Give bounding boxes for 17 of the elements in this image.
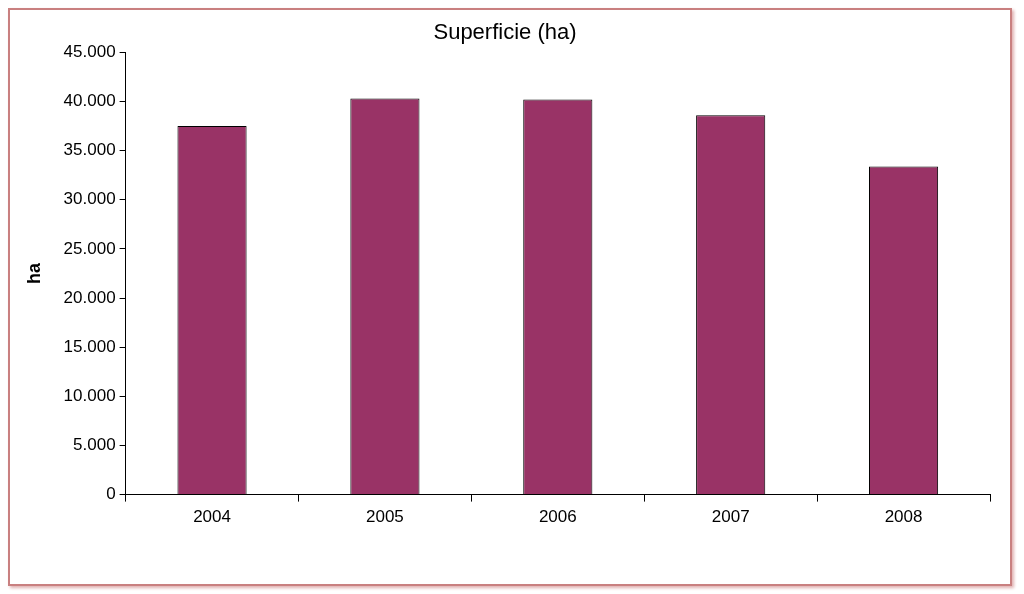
- y-tick-label: 15.000: [63, 336, 116, 356]
- x-tick-label: 2005: [366, 507, 404, 527]
- y-tick-label: 0: [106, 484, 116, 504]
- y-tick-label: 45.000: [63, 42, 116, 62]
- x-tick-label: 2008: [884, 507, 923, 527]
- y-tick-label: 10.000: [63, 386, 116, 406]
- y-tick-label: 25.000: [63, 238, 116, 258]
- y-tick-label: 40.000: [63, 91, 116, 111]
- x-tick-label: 2006: [538, 507, 577, 527]
- x-tick-label: 2007: [711, 507, 750, 527]
- y-tick-label: 30.000: [63, 189, 116, 209]
- chart-title: Superficie (ha): [433, 19, 577, 45]
- y-axis-title: ha: [23, 262, 44, 285]
- x-tick-label: 2004: [193, 507, 231, 527]
- y-tick-label: 35.000: [63, 140, 116, 160]
- y-tick-label: 5.000: [73, 435, 116, 455]
- y-tick-label: 20.000: [63, 287, 116, 307]
